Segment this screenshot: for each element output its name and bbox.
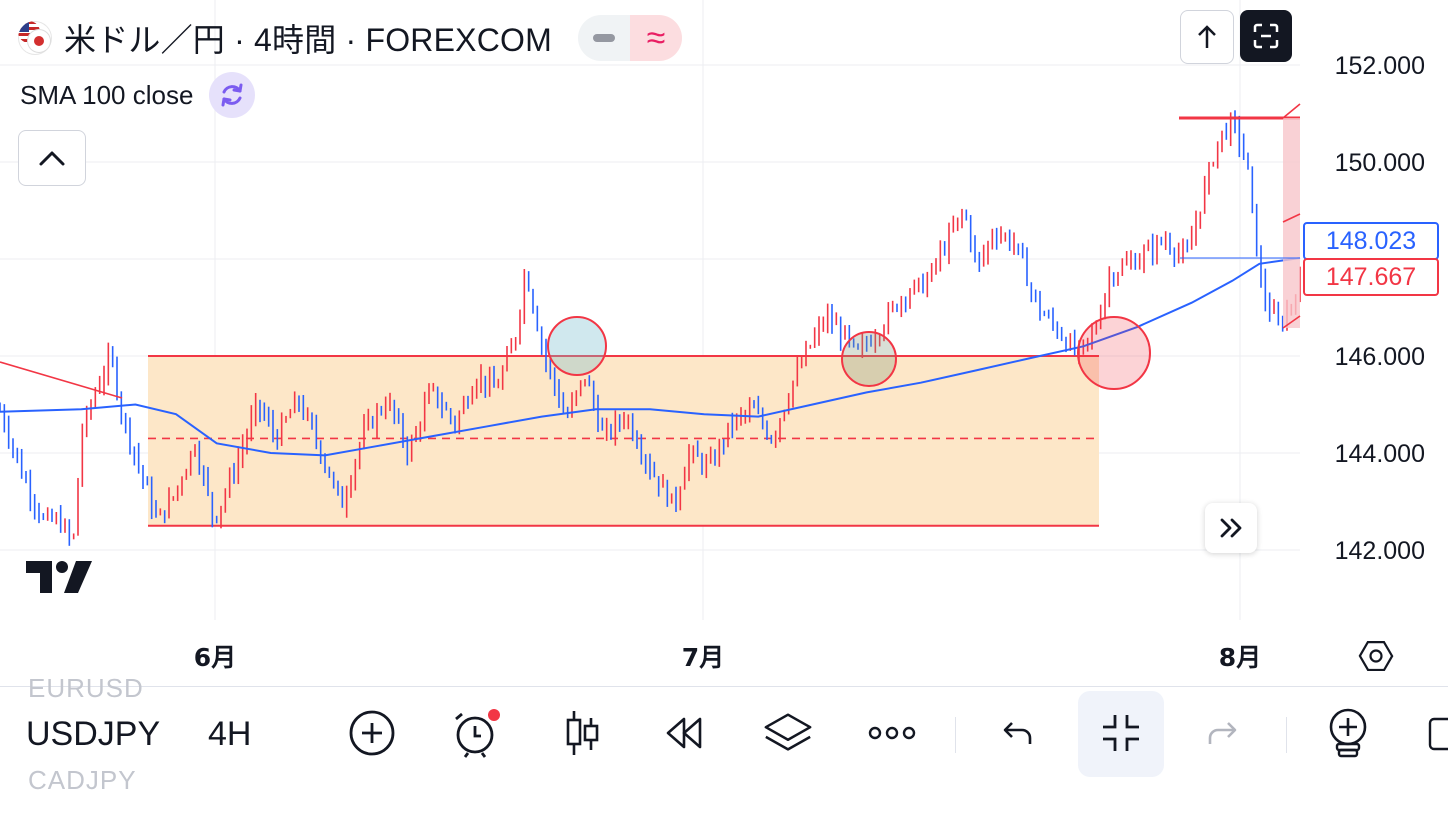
scroll-to-realtime-button[interactable]	[1205, 503, 1257, 553]
collapse-active-bg	[1078, 691, 1164, 777]
indicators-icon	[1329, 708, 1367, 758]
last-price-tag: 147.667	[1303, 258, 1439, 296]
replay-button[interactable]	[658, 707, 710, 759]
trend-line	[0, 361, 123, 399]
short-position-box	[1283, 118, 1300, 328]
fullscreen-icon	[1253, 23, 1279, 49]
plus-circle-icon	[349, 710, 395, 756]
usdjpy-flag-icon	[18, 21, 52, 55]
redo-button[interactable]	[1198, 707, 1250, 759]
highlight-circle	[547, 316, 607, 376]
candles-icon	[566, 711, 599, 755]
layers-button[interactable]	[762, 707, 814, 759]
more-icon	[868, 726, 916, 740]
chart-header: 米ドル／円 · 4時間 · FOREXCOM ≈	[18, 14, 682, 62]
highlight-circle	[1077, 316, 1151, 390]
toolbar-divider	[1286, 717, 1287, 753]
time-tick-label: 6月	[194, 643, 236, 672]
price-chart[interactable]: 152.000150.000148.000146.000144.000142.0…	[0, 0, 1448, 685]
toolbar-divider	[955, 717, 956, 753]
highlight-circle	[841, 331, 897, 387]
collapse-icon	[1103, 715, 1139, 751]
minus-icon[interactable]	[577, 15, 630, 61]
chevron-up-icon	[39, 151, 65, 166]
more-button[interactable]	[866, 707, 918, 759]
indicator-legend: SMA 100 close	[20, 72, 256, 118]
symbol-title[interactable]: 米ドル／円 · 4時間 · FOREXCOM	[64, 22, 552, 58]
collapse-button[interactable]	[1095, 707, 1147, 759]
alarm-icon	[455, 709, 500, 758]
price-tick-label: 152.000	[1335, 52, 1425, 80]
time-tick-label: 7月	[682, 643, 724, 672]
chart-settings-button[interactable]	[1356, 636, 1396, 681]
undo-button[interactable]	[990, 707, 1042, 759]
sma-price-tag: 148.023	[1303, 222, 1439, 260]
symbol-button[interactable]: USDJPY	[26, 715, 161, 753]
alert-button[interactable]	[450, 707, 502, 759]
wave-icon[interactable]: ≈	[629, 15, 682, 61]
sma-path	[0, 257, 1301, 457]
time-tick-label: 8月	[1219, 643, 1261, 672]
prev-symbol[interactable]: EURUSD	[28, 673, 144, 703]
arrow-up-icon	[1198, 25, 1216, 48]
range-box	[148, 355, 1099, 527]
more-tools-button[interactable]	[1420, 707, 1448, 759]
replay-icon	[666, 717, 702, 749]
time-axis: 6月 7月 8月	[194, 643, 1261, 672]
settings-hex-icon	[1358, 640, 1394, 672]
double-chevron-right-icon	[1220, 518, 1242, 538]
add-button[interactable]	[346, 707, 398, 759]
price-tick-label: 144.000	[1335, 440, 1425, 468]
chart-mode-toggle[interactable]: ≈	[577, 15, 682, 61]
price-tick-label: 150.000	[1335, 149, 1425, 177]
collapse-legend-button[interactable]	[18, 130, 86, 186]
chart-type-button[interactable]	[556, 707, 608, 759]
indicator-label[interactable]: SMA 100 close	[20, 79, 194, 110]
redo-icon	[1208, 722, 1237, 744]
fullscreen-button[interactable]	[1240, 10, 1292, 62]
position-edge	[1282, 213, 1301, 223]
price-axis: 152.000150.000148.000146.000144.000142.0…	[1335, 52, 1425, 565]
undo-icon	[1003, 722, 1032, 744]
refresh-icon[interactable]	[209, 72, 256, 118]
price-tick-label: 142.000	[1335, 537, 1425, 565]
position-edge	[1282, 103, 1301, 119]
range-box-fill	[148, 356, 1099, 526]
sma-line	[0, 257, 1301, 457]
next-symbol[interactable]: CADJPY	[28, 765, 137, 795]
timeframe-button[interactable]: 4H	[208, 715, 252, 753]
indicators-button[interactable]	[1322, 707, 1374, 759]
bottom-toolbar: EURUSD CADJPY USDJPY 4H	[0, 673, 1448, 816]
annotations-layer	[0, 103, 1301, 399]
scroll-up-button[interactable]	[1180, 10, 1234, 64]
price-tick-label: 146.000	[1335, 343, 1425, 371]
position-edge	[1282, 315, 1301, 329]
tradingview-logo	[26, 561, 92, 598]
layers-icon	[764, 713, 812, 751]
clipboard-icon	[1428, 717, 1448, 751]
